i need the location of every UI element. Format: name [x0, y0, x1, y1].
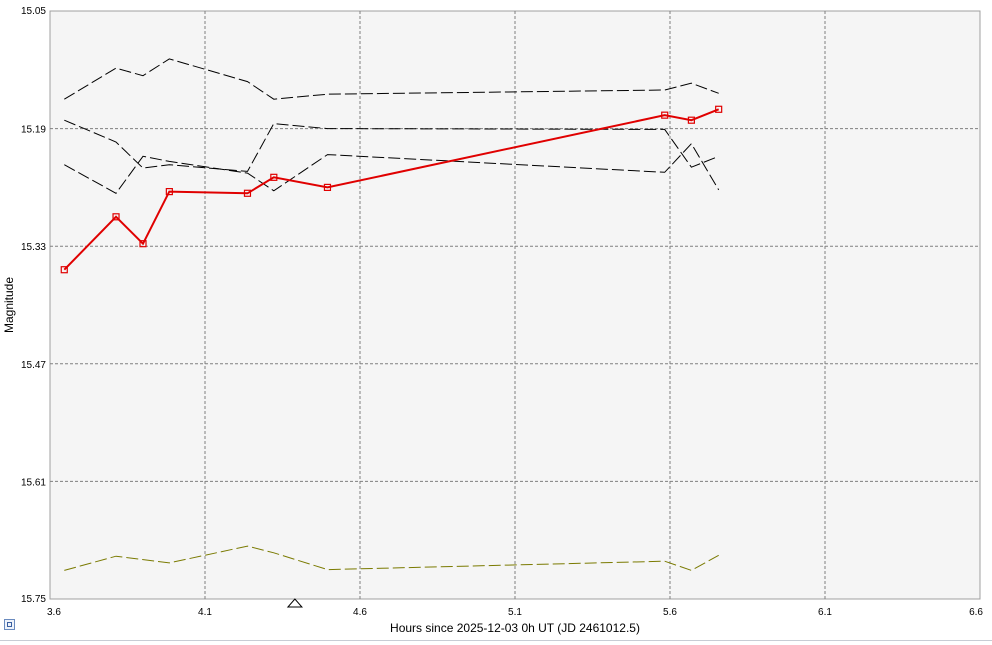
target-data-point[interactable]	[687, 116, 695, 124]
x-tick-label: 3.6	[47, 607, 61, 618]
comparison-star-line	[64, 119, 719, 172]
y-tick-label: 15.47	[21, 360, 46, 371]
plot-area	[49, 10, 981, 600]
target-data-point[interactable]	[165, 188, 173, 196]
x-tick-label: 4.6	[353, 607, 367, 618]
y-axis-title: Magnitude	[2, 277, 16, 333]
x-tick-label: 5.6	[663, 607, 677, 618]
target-data-point[interactable]	[270, 173, 278, 181]
series-layer	[60, 58, 723, 571]
comparison-star-line	[64, 58, 719, 100]
legend-toggle-button[interactable]	[4, 619, 15, 630]
comparison-star-line	[64, 142, 720, 194]
x-tick-label: 6.6	[969, 607, 983, 618]
y-tick-label: 15.19	[21, 125, 46, 136]
target-data-point[interactable]	[323, 183, 332, 191]
x-tick-label: 5.1	[508, 607, 522, 618]
y-tick-label: 15.75	[21, 594, 46, 605]
tick-labels: 3.6 4.1 4.6 5.1 5.6 6.1 6.6 15.05 15.19 15.33 15.4…	[21, 6, 983, 618]
target-data-point[interactable]	[715, 105, 723, 113]
target-series-line	[63, 108, 720, 271]
grid-lines	[50, 11, 980, 599]
x-axis-title: Hours since 2025-12-03 0h UT (JD 2461012…	[390, 621, 640, 635]
target-data-point[interactable]	[243, 189, 252, 197]
x-tick-label: 6.1	[818, 607, 832, 618]
x-tick-label: 4.1	[198, 607, 212, 618]
y-tick-label: 15.61	[21, 477, 46, 488]
target-data-point[interactable]	[139, 240, 147, 248]
target-data-point[interactable]	[661, 111, 669, 119]
footer-divider	[0, 640, 992, 641]
time-marker-triangle[interactable]	[286, 598, 304, 608]
y-tick-label: 15.05	[21, 6, 46, 17]
target-data-point[interactable]	[112, 213, 120, 221]
target-data-point[interactable]	[60, 266, 68, 274]
y-tick-label: 15.33	[21, 242, 46, 253]
check-star-line	[64, 545, 719, 571]
